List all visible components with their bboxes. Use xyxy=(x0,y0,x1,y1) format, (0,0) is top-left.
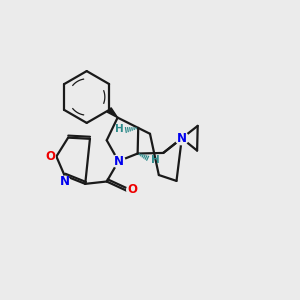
Text: N: N xyxy=(177,132,187,145)
Circle shape xyxy=(59,176,70,187)
Circle shape xyxy=(175,132,188,145)
Text: O: O xyxy=(45,150,55,163)
Text: O: O xyxy=(127,183,137,196)
Polygon shape xyxy=(107,108,118,118)
Text: N: N xyxy=(60,175,70,188)
Circle shape xyxy=(127,184,138,195)
Text: H: H xyxy=(115,124,124,134)
Text: N: N xyxy=(113,155,124,168)
Circle shape xyxy=(45,151,55,162)
Circle shape xyxy=(112,155,125,168)
Text: H: H xyxy=(151,155,159,165)
